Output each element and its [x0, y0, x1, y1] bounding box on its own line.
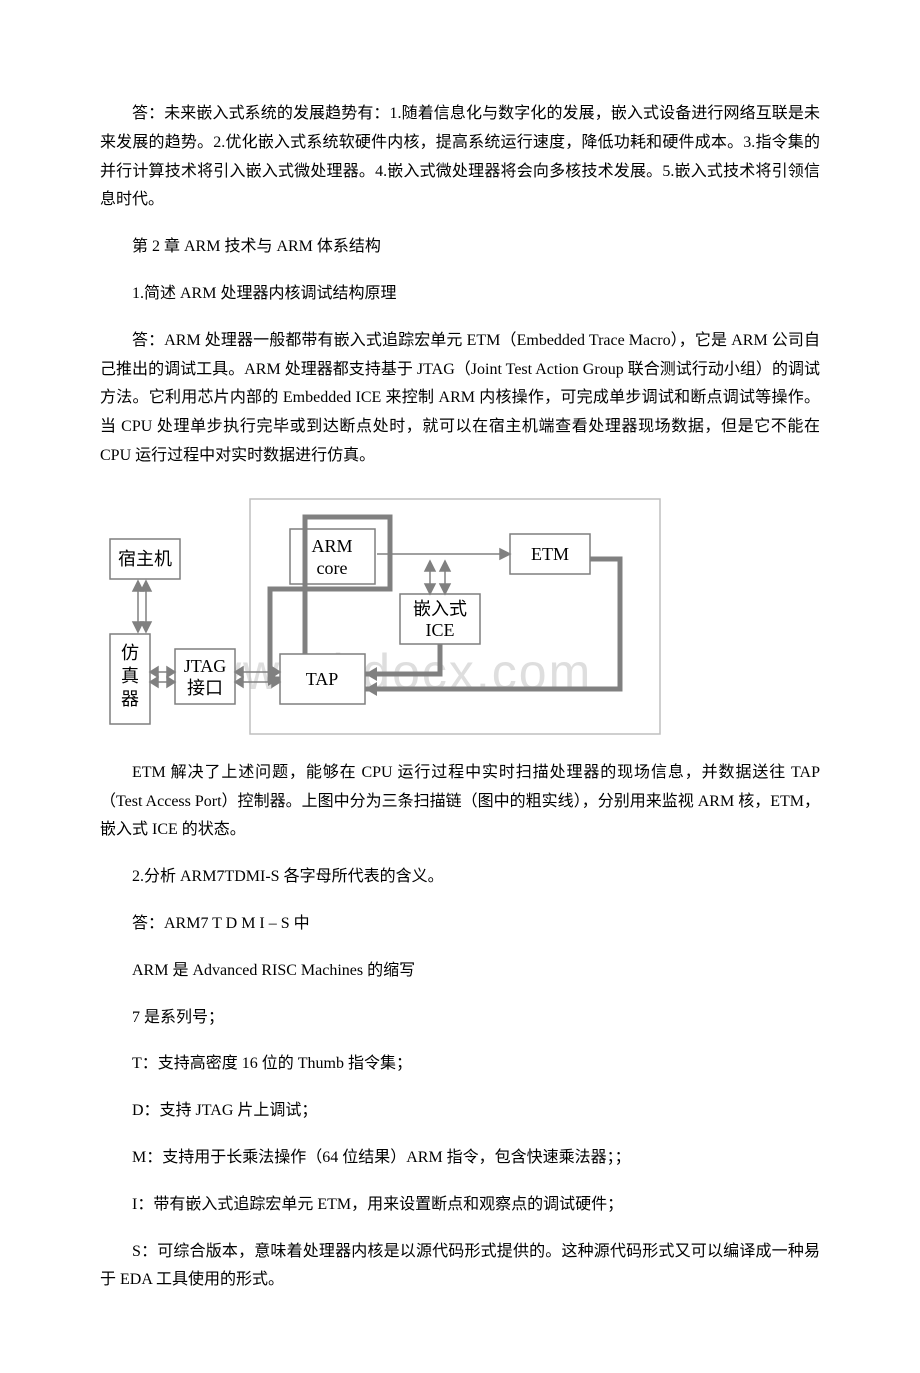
answer-2-d: D：支持 JTAG 片上调试；	[100, 1097, 820, 1126]
emulator-jtag-link	[150, 667, 175, 687]
paragraph-etm: ETM 解决了上述问题，能够在 CPU 运行过程中实时扫描处理器的现场信息，并数…	[100, 759, 820, 845]
arm-core-label-1: ARM	[311, 536, 352, 556]
answer-2-arm: ARM 是 Advanced RISC Machines 的缩写	[100, 957, 820, 986]
answer-2-i: I：带有嵌入式追踪宏单元 ETM，用来设置断点和观察点的调试硬件；	[100, 1191, 820, 1220]
etm-label: ETM	[531, 544, 569, 564]
host-label: 宿主机	[118, 549, 172, 569]
emulator-label-2: 真	[121, 666, 139, 686]
ice-label-2: ICE	[426, 620, 455, 640]
question-1: 1.简述 ARM 处理器内核调试结构原理	[100, 280, 820, 309]
answer-2-m: M：支持用于长乘法操作（64 位结果）ARM 指令，包含快速乘法器；；	[100, 1144, 820, 1173]
ice-label-1: 嵌入式	[413, 599, 467, 619]
arm-debug-diagram: www.bdocx.com 宿主机 仿 真 器 JTAG 接口 ARM core…	[100, 489, 820, 739]
answer-2-s: S：可综合版本，意味着处理器内核是以源代码形式提供的。这种源代码形式又可以编译成…	[100, 1238, 820, 1296]
emulator-label-1: 仿	[121, 643, 139, 663]
answer-1: 答：ARM 处理器一般都带有嵌入式追踪宏单元 ETM（Embedded Trac…	[100, 327, 820, 471]
armcore-etm-link	[377, 549, 510, 559]
emulator-label-3: 器	[121, 689, 139, 709]
answer-2-t: T：支持高密度 16 位的 Thumb 指令集；	[100, 1050, 820, 1079]
answer-2-7: 7 是系列号；	[100, 1004, 820, 1033]
paragraph-answer-trends: 答：未来嵌入式系统的发展趋势有：1.随着信息化与数字化的发展，嵌入式设备进行网络…	[100, 100, 820, 215]
chapter-heading: 第 2 章 ARM 技术与 ARM 体系结构	[100, 233, 820, 262]
answer-2-intro: 答：ARM7 T D M I – S 中	[100, 910, 820, 939]
armcore-ice-link	[425, 561, 450, 594]
host-emulator-link	[133, 581, 151, 632]
jtag-label-2: 接口	[187, 678, 223, 698]
jtag-label-1: JTAG	[184, 656, 227, 676]
arm-core-label-2: core	[317, 558, 348, 578]
question-2: 2.分析 ARM7TDMI-S 各字母所代表的含义。	[100, 863, 820, 892]
tap-label: TAP	[306, 669, 339, 689]
